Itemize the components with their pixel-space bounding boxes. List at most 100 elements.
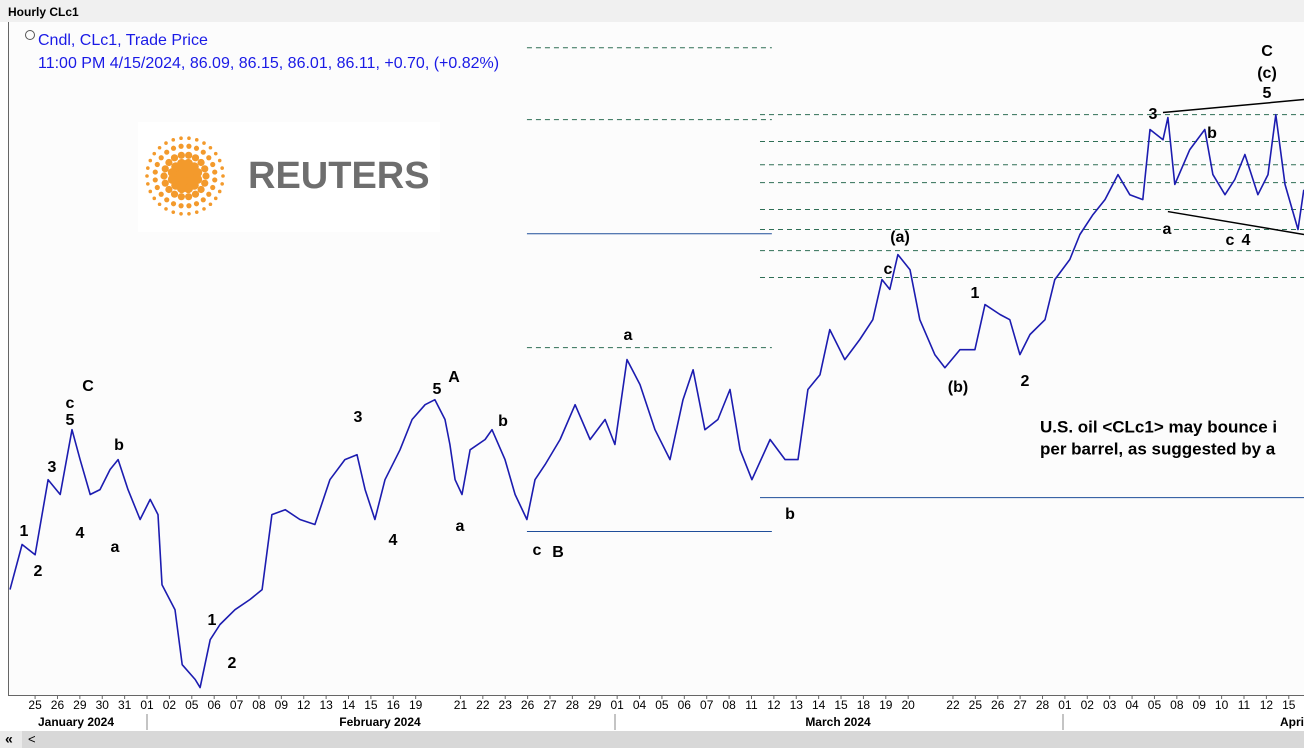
logo-dot xyxy=(145,174,149,178)
x-tick-label: 08 xyxy=(1170,698,1184,712)
logo-dot xyxy=(146,182,150,186)
logo-dot xyxy=(212,177,218,183)
wave-label: b xyxy=(114,437,124,454)
wave-label: C xyxy=(1261,43,1273,60)
window-title: Hourly CLc1 xyxy=(8,5,79,19)
x-tick-label: 10 xyxy=(1215,698,1229,712)
logo-dot xyxy=(208,145,213,150)
logo-dot xyxy=(179,211,183,216)
month-label: February 2024 xyxy=(339,715,421,729)
x-tick-label: 09 xyxy=(275,698,289,712)
title-bar xyxy=(0,0,1304,22)
logo-dot xyxy=(165,185,173,194)
logo-dot xyxy=(208,202,213,207)
month-label: March 2024 xyxy=(805,715,871,729)
logo-dot xyxy=(210,161,216,168)
x-tick-label: 19 xyxy=(409,698,423,712)
wave-label: B xyxy=(552,544,564,561)
x-tick-label: 29 xyxy=(588,698,602,712)
logo-dot xyxy=(152,177,158,183)
logo-dot xyxy=(170,154,179,162)
x-tick-label: 31 xyxy=(118,698,132,712)
scroll-left[interactable]: < xyxy=(28,731,36,746)
logo-dot xyxy=(177,158,187,169)
wave-label: a xyxy=(456,518,465,535)
x-tick-label: 05 xyxy=(655,698,669,712)
x-tick-label: 28 xyxy=(1036,698,1050,712)
x-tick-label: 25 xyxy=(969,698,983,712)
logo-dot xyxy=(154,184,160,191)
logo-dot xyxy=(186,143,192,149)
wave-label: 3 xyxy=(354,409,363,426)
logo-dot xyxy=(194,210,199,214)
wave-label: 4 xyxy=(1242,232,1251,249)
wave-label: a xyxy=(111,539,120,556)
logo-dot xyxy=(197,158,205,167)
x-tick-label: 13 xyxy=(319,698,333,712)
logo-dot xyxy=(177,193,185,201)
logo-dot xyxy=(213,196,218,201)
x-tick-label: 04 xyxy=(1125,698,1139,712)
logo-dot xyxy=(157,145,162,150)
x-tick-label: 12 xyxy=(1260,698,1274,712)
logo-dot xyxy=(164,197,170,203)
x-tick-label: 06 xyxy=(208,698,222,712)
wave-label: b xyxy=(498,413,508,430)
wave-label: c xyxy=(1226,232,1235,249)
x-tick-label: 01 xyxy=(610,698,624,712)
x-tick-label: 01 xyxy=(1058,698,1072,712)
wave-label: 2 xyxy=(228,655,237,672)
month-label: January 2024 xyxy=(38,715,114,729)
x-tick-label: 15 xyxy=(364,698,378,712)
logo-dot xyxy=(185,193,193,201)
wave-label: 2 xyxy=(1021,373,1030,390)
logo-dot xyxy=(194,138,199,142)
wave-label: b xyxy=(785,506,795,523)
wave-label: 4 xyxy=(389,532,398,549)
x-tick-label: 26 xyxy=(51,698,65,712)
logo-dot xyxy=(220,182,224,186)
x-tick-label: 26 xyxy=(521,698,535,712)
x-tick-label: 13 xyxy=(790,698,804,712)
logo-dot xyxy=(179,136,183,141)
wave-label: C xyxy=(82,378,94,395)
logo-dot xyxy=(158,155,164,161)
x-tick-label: 18 xyxy=(857,698,871,712)
x-tick-label: 29 xyxy=(73,698,87,712)
wave-label: 4 xyxy=(76,525,85,542)
logo-dot xyxy=(161,165,169,173)
info-icon[interactable] xyxy=(25,30,35,40)
x-tick-label: 14 xyxy=(812,698,826,712)
x-tick-label: 25 xyxy=(28,698,42,712)
x-tick-label: 15 xyxy=(1282,698,1296,712)
x-tick-label: 06 xyxy=(678,698,692,712)
scrollbar[interactable] xyxy=(0,731,1304,748)
collapse-icon[interactable]: « xyxy=(5,731,13,747)
x-tick-label: 04 xyxy=(633,698,647,712)
x-tick-label: 27 xyxy=(543,698,557,712)
logo-dot xyxy=(164,149,170,155)
logo-dot xyxy=(206,155,212,161)
logo-dot xyxy=(185,151,193,159)
x-tick-label: 23 xyxy=(499,698,513,712)
logo-dot xyxy=(148,158,153,163)
logo-dot xyxy=(171,210,176,214)
wave-label: b xyxy=(1207,125,1217,142)
reuters-logo: REUTERS xyxy=(138,122,440,232)
logo-dot xyxy=(221,174,225,178)
annotation: per barrel, as suggested by a xyxy=(1040,439,1276,458)
logo-dot xyxy=(201,165,209,173)
x-tick-label: 03 xyxy=(1103,698,1117,712)
logo-dot xyxy=(178,203,184,209)
logo-dot xyxy=(192,168,203,178)
logo-dot xyxy=(158,191,164,197)
x-tick-label: 20 xyxy=(902,698,916,712)
annotation: U.S. oil <CLc1> may bounce i xyxy=(1040,417,1277,436)
wave-label: 3 xyxy=(48,459,57,476)
logo-dot xyxy=(206,191,212,197)
x-tick-label: 09 xyxy=(1193,698,1207,712)
logo-dot xyxy=(200,197,206,203)
logo-dot xyxy=(170,190,179,198)
x-tick-label: 05 xyxy=(1148,698,1162,712)
collapse-button[interactable] xyxy=(0,731,22,748)
